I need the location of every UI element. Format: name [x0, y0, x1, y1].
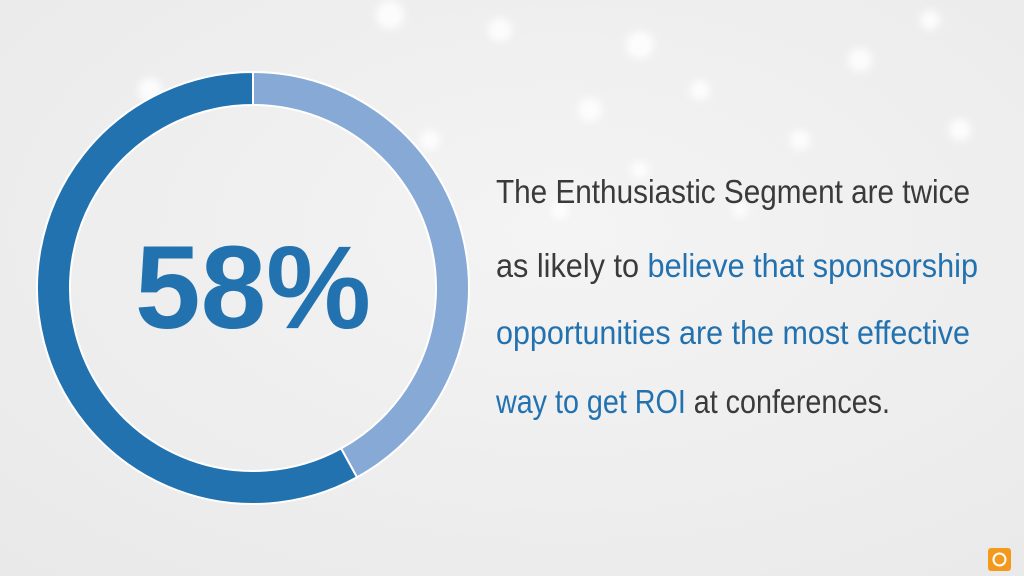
- highlight-text: believe that sponsorship: [648, 247, 978, 284]
- text-line: as likely to believe that sponsorship: [496, 247, 978, 284]
- donut-segment: [36, 70, 359, 505]
- logo-icon: [988, 548, 1011, 571]
- logo-icon-ring: [992, 552, 1007, 567]
- text-line: The Enthusiastic Segment are twice: [496, 173, 970, 210]
- body-text: The Enthusiastic Segment are twice: [496, 173, 970, 210]
- text-line: way to get ROI at conferences.: [495, 383, 890, 420]
- donut-segment: [252, 70, 470, 479]
- highlight-text: opportunities are the most effective: [496, 314, 970, 351]
- donut: [36, 70, 470, 505]
- center-label: 58%: [135, 222, 371, 354]
- body-text: at conferences.: [686, 383, 890, 420]
- text-line: opportunities are the most effective: [496, 314, 970, 351]
- bokeh: [138, 1, 971, 219]
- paragraph: The Enthusiastic Segment are twice as lik…: [495, 173, 978, 420]
- highlight-text: way to get ROI: [495, 383, 686, 420]
- body-text: as likely to: [496, 247, 648, 284]
